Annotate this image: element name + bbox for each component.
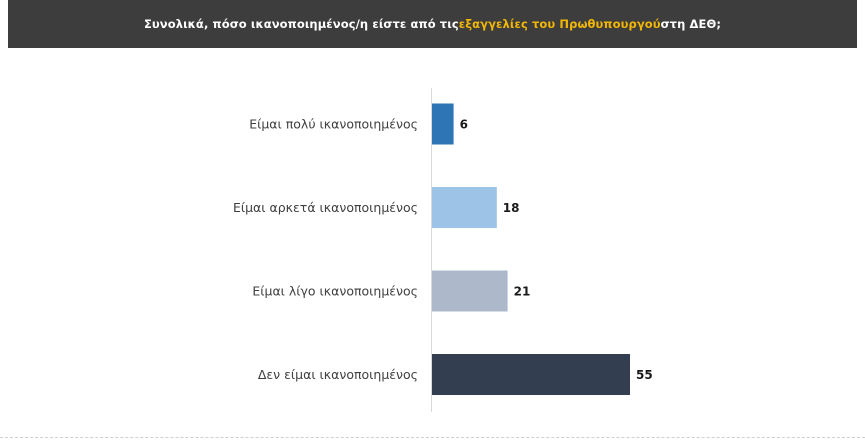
value-label-2: 18 xyxy=(503,201,520,215)
value-label-4: 55 xyxy=(636,368,653,382)
chart-title-bar: Συνολικά, πόσο ικανοποιημένος/η είστε απ… xyxy=(8,0,857,48)
bar-2 xyxy=(432,187,497,228)
bar-3 xyxy=(432,270,508,312)
bar-group: Είμαι πολύ ικανοποιημένος 6 Είμαι αρκετά ι… xyxy=(233,103,653,395)
category-label-3: Είμαι λίγο ικανοποιημένος xyxy=(252,284,418,299)
category-label-1: Είμαι πολύ ικανοποιημένος xyxy=(249,117,418,132)
title-text-before: Συνολικά, πόσο ικανοποιημένος/η είστε απ… xyxy=(143,17,459,31)
bar-4 xyxy=(432,354,630,395)
category-label-2: Είμαι αρκετά ικανοποιημένος xyxy=(233,200,418,215)
value-label-1: 6 xyxy=(460,118,468,132)
value-label-3: 21 xyxy=(514,285,531,299)
bar-1 xyxy=(432,103,454,145)
category-label-4: Δεν είμαι ικανοποιημένος xyxy=(258,367,418,382)
title-text-highlight: εξαγγελίες του Πρωθυπουργού xyxy=(458,17,661,31)
title-text-after: στη ΔΕΘ; xyxy=(660,17,722,31)
bottom-divider xyxy=(0,437,865,438)
